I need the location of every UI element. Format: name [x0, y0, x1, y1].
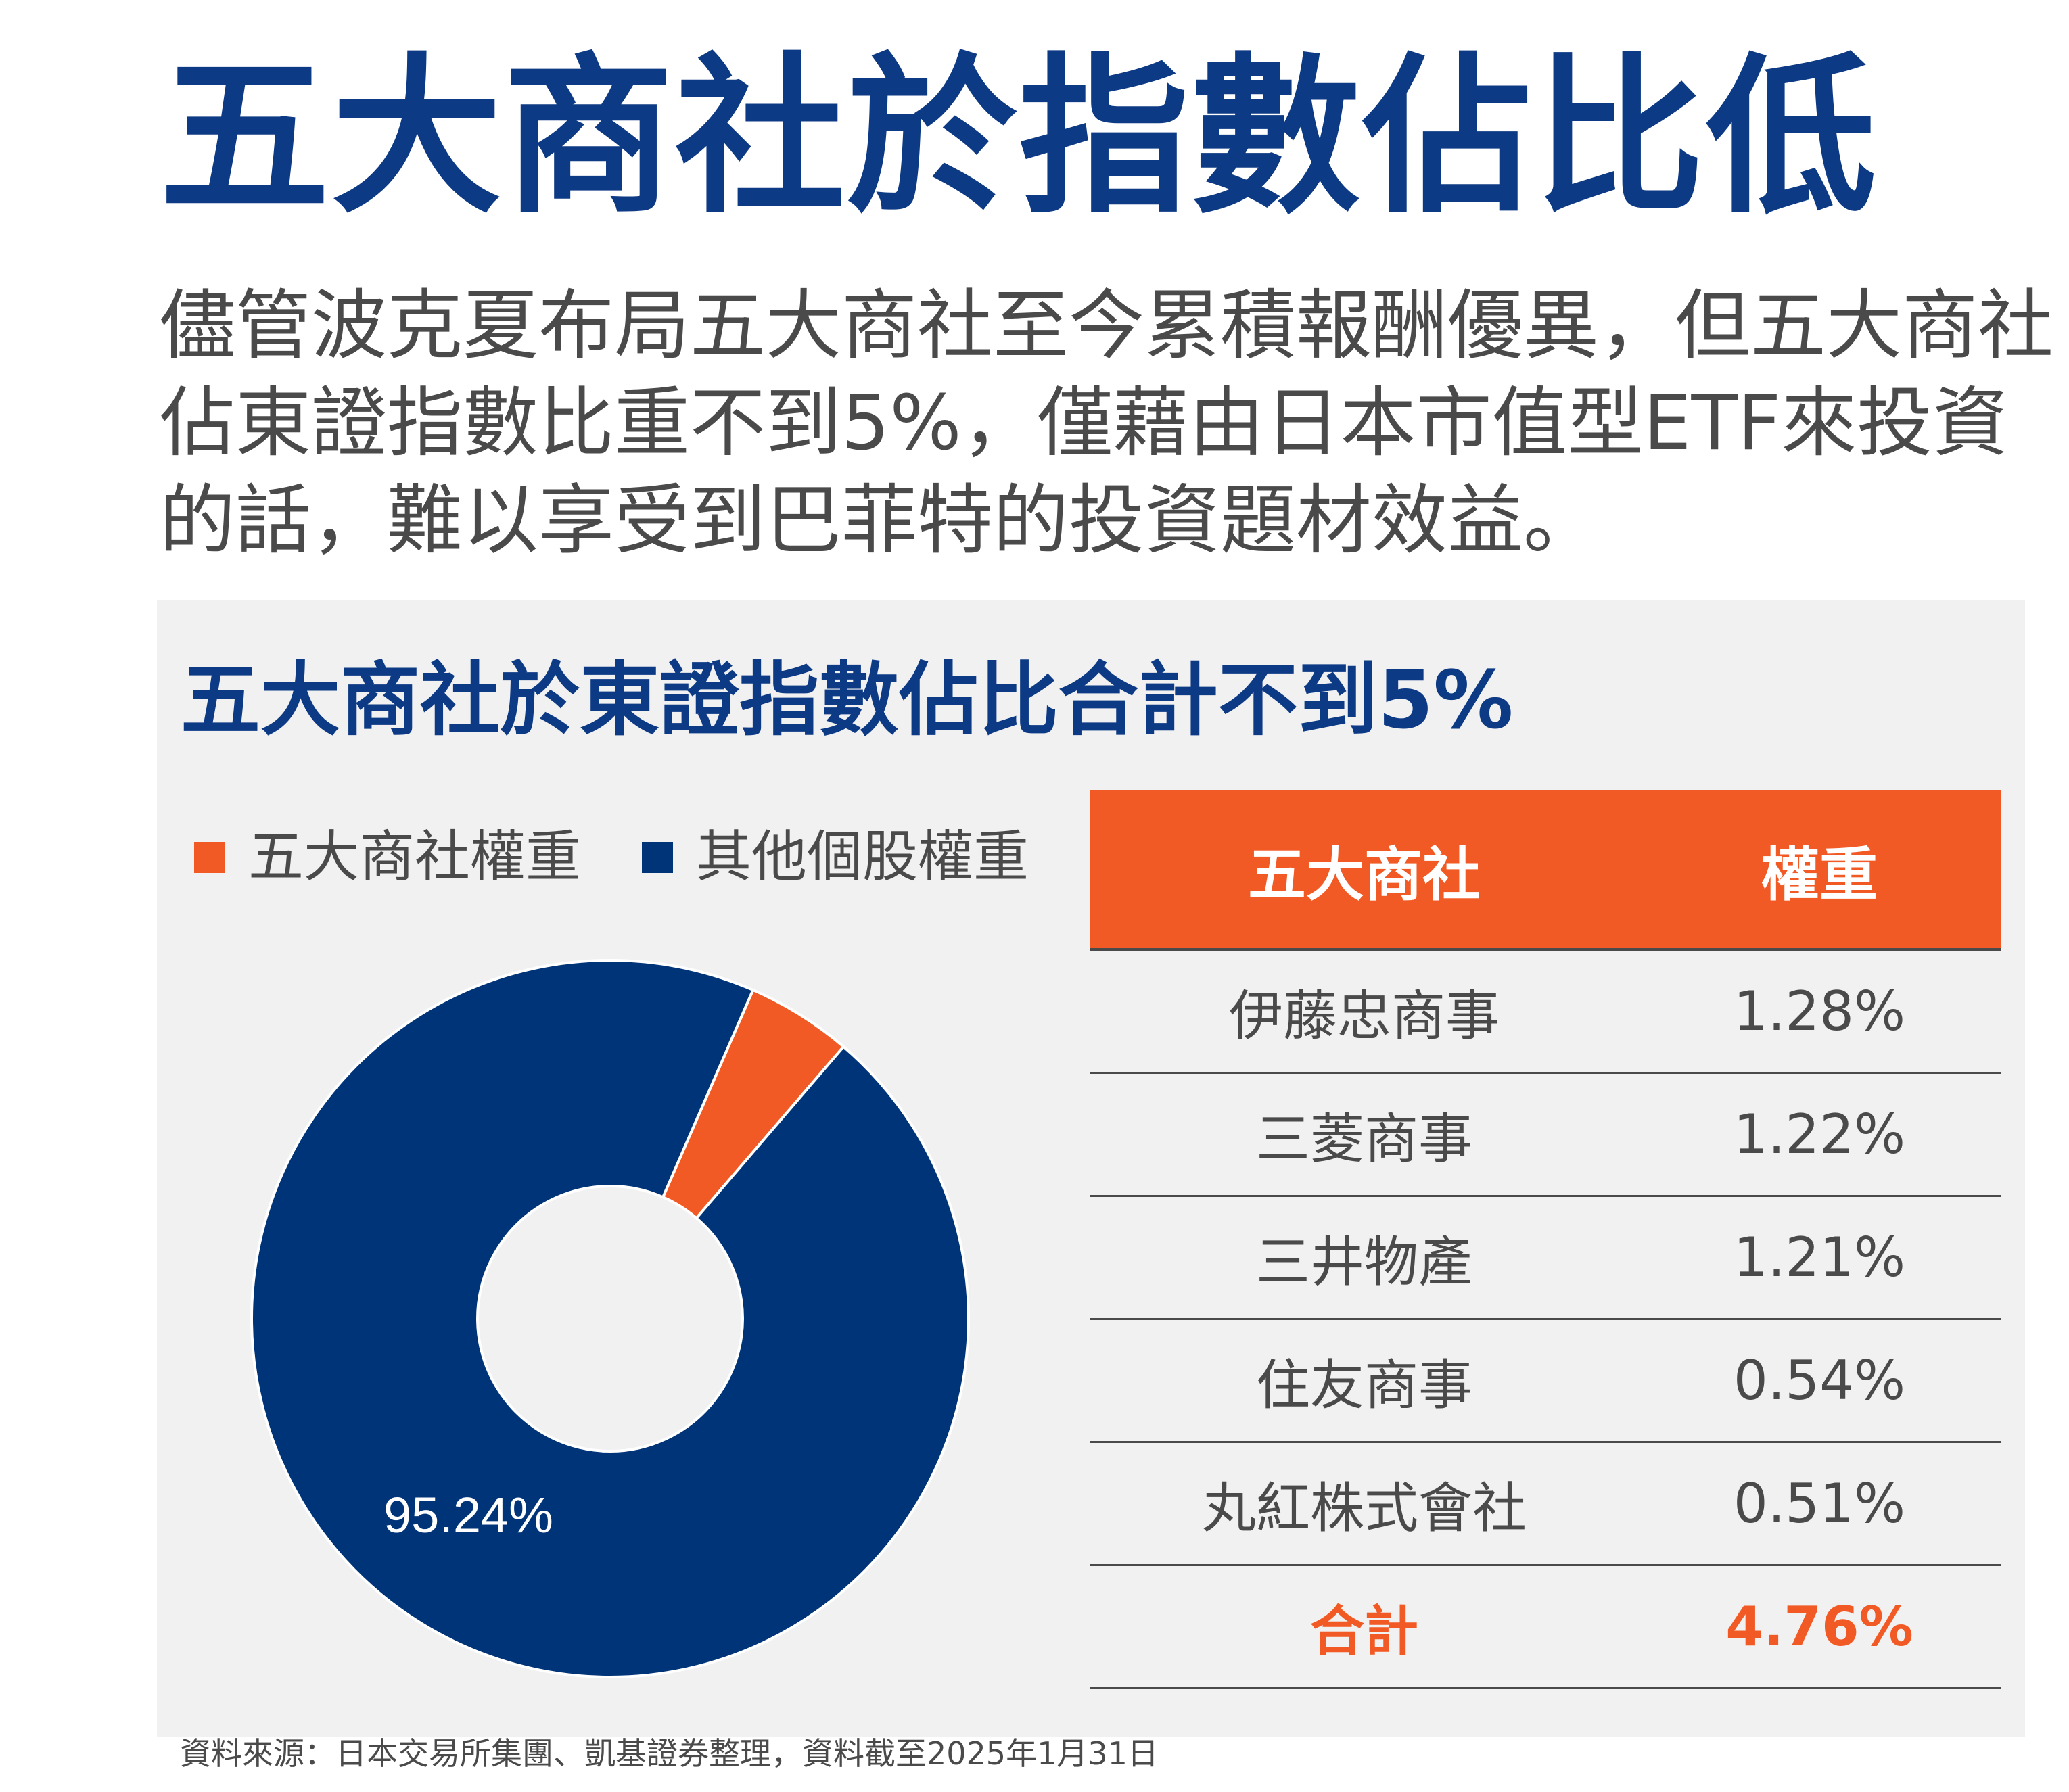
legend-item-five-trading-houses: 五大商社權重 [194, 830, 581, 885]
table-row: 伊藤忠商事 1.28% [1090, 951, 2001, 1074]
table-row: 丸紅株式會社 0.51% [1090, 1443, 2001, 1566]
header-weight: 權重 [1761, 841, 1878, 909]
chart-legend: 五大商社權重 其他個股權重 [194, 824, 1090, 891]
table-total-row: 合計 4.76% [1090, 1566, 2001, 1689]
donut-chart: 95.24% [250, 959, 970, 1678]
header-name: 五大商社 [1248, 841, 1481, 909]
page-title: 五大商社於指數佔比低 [160, 39, 1878, 237]
company-name: 丸紅株式會社 [1202, 1476, 1527, 1540]
legend-item-other-stocks: 其他個股權重 [642, 830, 1029, 885]
company-name: 三井物產 [1256, 1230, 1472, 1294]
table-header: 五大商社 權重 [1090, 790, 2001, 951]
company-weight: 1.21% [1733, 1226, 1906, 1289]
donut-slice-1 [250, 959, 970, 1678]
legend-label: 五大商社權重 [248, 825, 582, 889]
company-name: 伊藤忠商事 [1229, 984, 1500, 1047]
total-label: 合計 [1310, 1599, 1418, 1663]
company-weight: 1.28% [1733, 980, 1906, 1043]
table-row: 住友商事 0.54% [1090, 1320, 2001, 1443]
table-row: 三菱商事 1.22% [1090, 1074, 2001, 1197]
legend-swatch-orange [194, 842, 225, 873]
total-weight: 4.76% [1725, 1595, 1913, 1658]
company-name: 住友商事 [1256, 1353, 1472, 1417]
legend-swatch-blue [642, 842, 674, 873]
source-note: 資料來源：日本交易所集團、凱基證券整理，資料截至2025年1月31日 [180, 1735, 1159, 1772]
donut-data-label: 95.24% [383, 1487, 553, 1543]
company-weight: 0.51% [1733, 1472, 1906, 1535]
company-weight: 0.54% [1733, 1349, 1906, 1412]
intro-paragraph: 儘管波克夏布局五大商社至今累積報酬優異，但五大商社佔東證指數比重不到5%，僅藉由… [160, 282, 2053, 565]
weights-table: 五大商社 權重 伊藤忠商事 1.28% 三菱商事 1.22% 三井物產 1.21… [1090, 790, 2001, 1689]
legend-label: 其他個股權重 [696, 825, 1029, 889]
company-weight: 1.22% [1733, 1103, 1906, 1166]
table-row: 三井物產 1.21% [1090, 1197, 2001, 1320]
chart-title: 五大商社於東證指數佔比合計不到5% [181, 653, 1514, 747]
chart-panel: 五大商社於東證指數佔比合計不到5% 五大商社權重 其他個股權重 95.24% 五… [157, 600, 2025, 1737]
company-name: 三菱商事 [1256, 1107, 1472, 1171]
